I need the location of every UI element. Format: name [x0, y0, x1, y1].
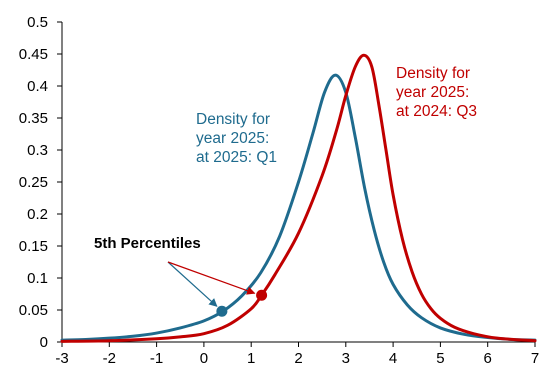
label-line: year 2025:	[196, 130, 269, 147]
x-axis-ticks: -3 -2 -1 0 1 2 3 4 5 6 7	[55, 342, 539, 367]
density-2025-q1-percentile-marker	[216, 305, 228, 317]
y-axis-ticks: 0 0.05 0.1 0.15 0.2 0.25 0.3 0.35 0.4 0.45 0.5	[19, 14, 62, 351]
arrow-to-q1-marker	[167, 261, 218, 307]
y-tick-label: 0.15	[19, 238, 48, 255]
percentile-markers	[216, 289, 268, 317]
y-tick-label: 0.4	[27, 78, 48, 95]
density-2024-q3-percentile-marker	[256, 289, 268, 301]
series-layer: Density for year 2025: at 2025: Q1Density …	[60, 53, 537, 343]
x-tick-label: 2	[294, 350, 302, 367]
y-tick-label: 0.25	[19, 174, 48, 191]
density-2024-q3-line	[60, 53, 537, 343]
x-tick-label: 7	[531, 350, 539, 367]
y-tick-label: 0.5	[27, 14, 48, 31]
y-tick-label: 0	[40, 334, 48, 351]
y-tick-label: 0.05	[19, 302, 48, 319]
arrow-to-q3-marker	[167, 261, 256, 295]
y-tick-label: 0.35	[19, 110, 48, 127]
density-2024-q3-label: Density for year 2025: at 2024: Q3	[396, 65, 477, 120]
x-tick-label: -3	[55, 350, 68, 367]
label-line: year 2025:	[396, 84, 469, 101]
x-tick-label: 6	[484, 350, 492, 367]
density-2025-q1-line	[60, 73, 537, 342]
percentile-annotation-label: 5th Percentiles	[94, 235, 201, 252]
label-line: at 2024: Q3	[396, 103, 477, 120]
y-tick-label: 0.3	[27, 142, 48, 159]
annotation-layer: 5th Percentiles	[94, 235, 256, 307]
label-line: at 2025: Q1	[196, 149, 277, 166]
x-tick-label: 3	[342, 350, 350, 367]
x-tick-label: 5	[436, 350, 444, 367]
y-tick-label: 0.2	[27, 206, 48, 223]
x-tick-label: -2	[103, 350, 116, 367]
x-tick-label: 0	[200, 350, 208, 367]
y-tick-label: 0.45	[19, 46, 48, 63]
label-line: Density for	[396, 65, 470, 82]
density-2025-q1-label: Density for year 2025: at 2025: Q1	[196, 111, 277, 166]
x-tick-label: 1	[247, 350, 255, 367]
label-line: Density for	[196, 111, 270, 128]
y-tick-label: 0.1	[27, 270, 48, 287]
x-tick-label: -1	[150, 350, 163, 367]
x-tick-label: 4	[389, 350, 397, 367]
